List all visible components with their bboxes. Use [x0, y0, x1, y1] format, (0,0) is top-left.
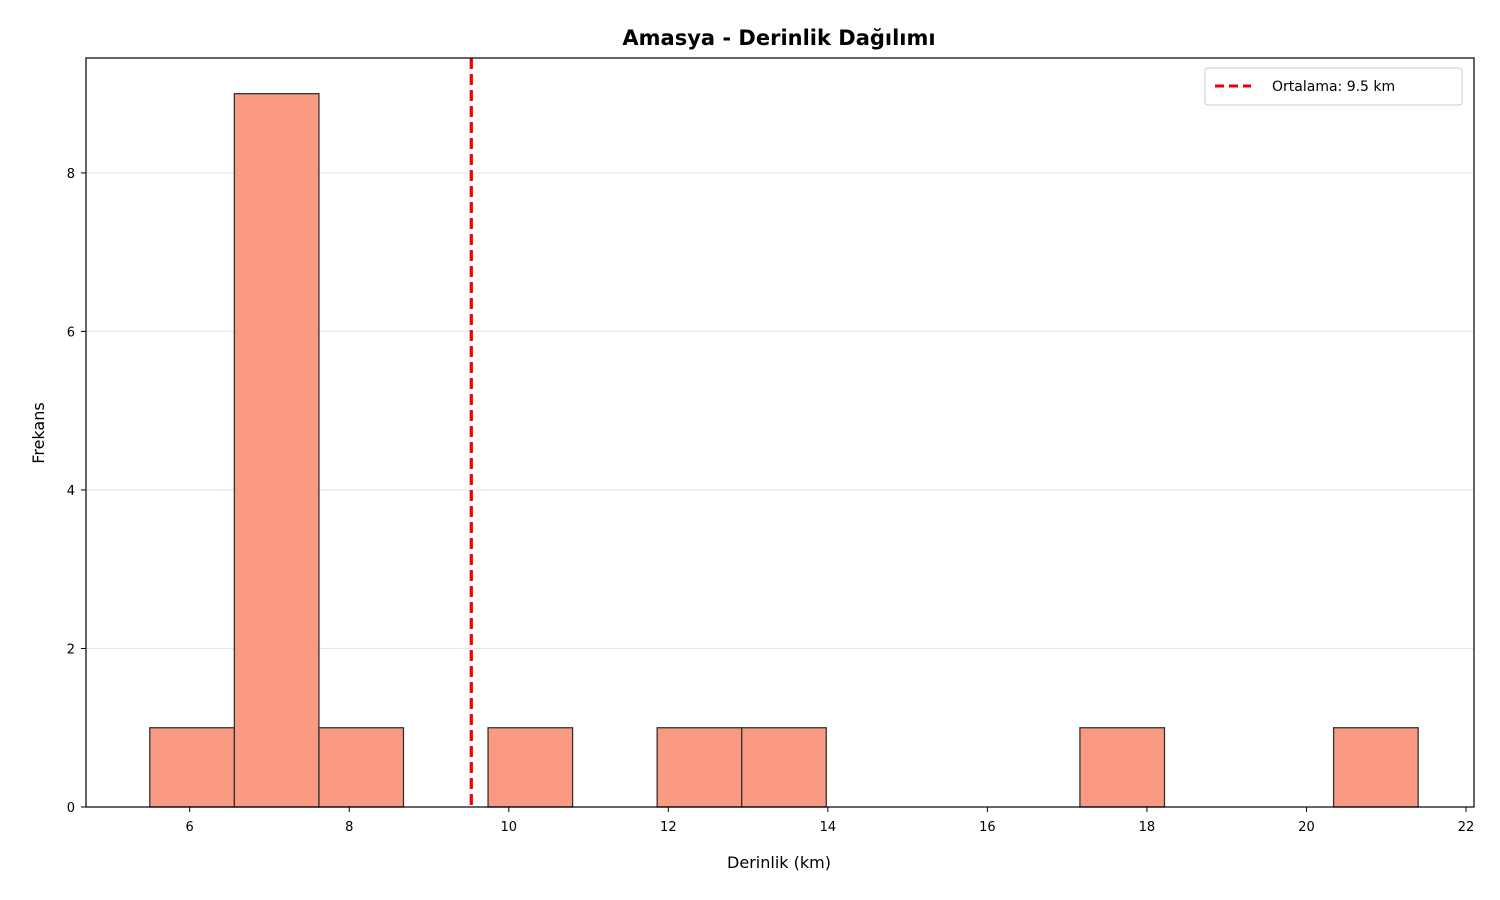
legend: Ortalama: 9.5 km: [1204, 67, 1463, 106]
chart-title: Amasya - Derinlik Dağılımı: [622, 26, 935, 50]
legend-mean-label: Ortalama: 9.5 km: [1272, 79, 1395, 95]
x-tick-label-6: 18: [1139, 820, 1156, 835]
histogram-bar-5: [741, 727, 827, 808]
histogram-bar-6: [1079, 727, 1166, 808]
histogram-bar-4: [656, 727, 743, 808]
x-tick-label-7: 20: [1298, 820, 1315, 835]
histogram-bar-2: [318, 727, 405, 808]
x-tick-label-4: 14: [820, 820, 837, 835]
histogram-bar-7: [1332, 727, 1419, 808]
x-axis-ticks: 6 8 10 12 14 16 18 20 22: [186, 807, 1475, 835]
x-tick-label-1: 8: [345, 820, 353, 835]
y-axis-ticks: 0 2 4 6 8: [67, 167, 86, 816]
histogram-bar-1: [233, 93, 320, 808]
y-axis-label: Frekans: [29, 402, 48, 463]
plot-frame: [85, 57, 1475, 808]
x-axis-label: Derinlik (km): [727, 853, 831, 872]
histogram-bar-0: [149, 727, 236, 808]
y-tick-label-0: 0: [67, 801, 75, 816]
x-tick-label-5: 16: [979, 820, 996, 835]
y-tick-label-4: 8: [67, 167, 75, 182]
x-tick-label-2: 10: [501, 820, 518, 835]
x-tick-label-0: 6: [186, 820, 194, 835]
y-tick-label-1: 2: [67, 642, 75, 657]
histogram-bars: [149, 93, 1419, 808]
legend-box: [1204, 67, 1463, 106]
y-tick-label-2: 4: [67, 484, 75, 499]
x-tick-label-3: 12: [660, 820, 677, 835]
x-tick-label-8: 22: [1458, 820, 1475, 835]
y-tick-label-3: 6: [67, 325, 75, 340]
histogram-bar-3: [487, 727, 574, 808]
